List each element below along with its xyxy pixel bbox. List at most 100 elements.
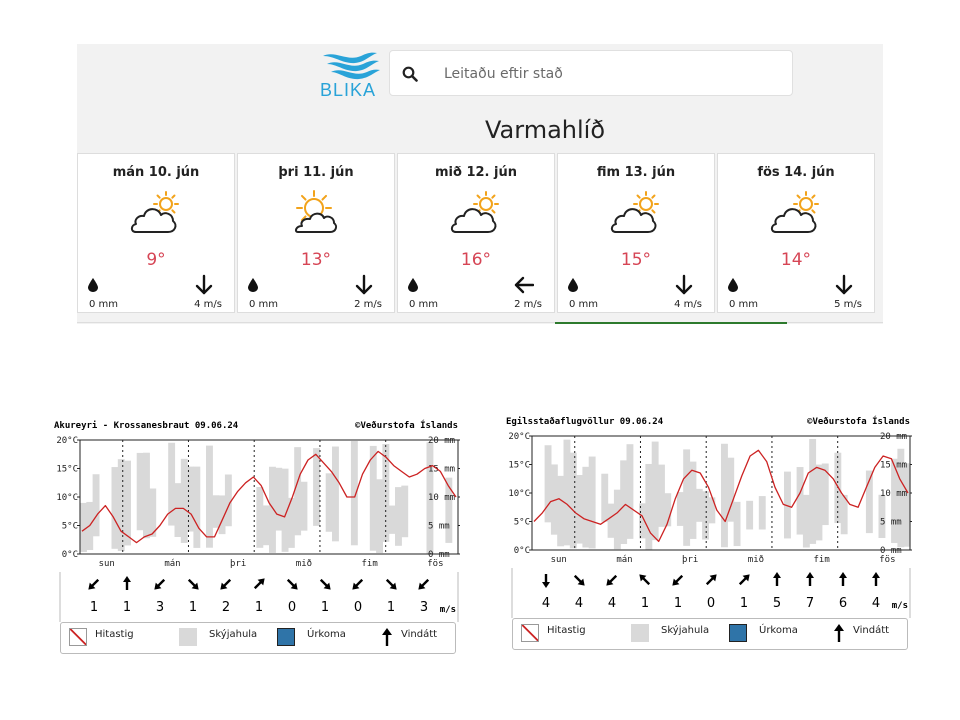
wind-direction-arrow-icon bbox=[88, 578, 100, 590]
wind-speed-label: 2 bbox=[222, 600, 230, 615]
wind-speed-label: 3 bbox=[156, 600, 164, 615]
wind-speed-label: 3 bbox=[420, 600, 428, 615]
wind-direction-arrow-icon bbox=[418, 578, 430, 590]
day-cards: mán 10. jún 9° 0 mm 4 m/s þri 11. jún 13° 0 mm… bbox=[77, 153, 883, 313]
raindrop-icon bbox=[728, 278, 738, 292]
legend-precip-label: Úrkoma bbox=[307, 629, 346, 640]
wind-direction-arrow-icon bbox=[187, 578, 199, 590]
y-tick-label: 0°C bbox=[514, 546, 530, 556]
legend-wind-label: Vindátt bbox=[853, 625, 890, 636]
wind-speed-label: 4 bbox=[872, 596, 880, 611]
y-tick-label: 5°C bbox=[62, 522, 78, 532]
wind-arrow-down-icon bbox=[195, 274, 213, 295]
wind-direction-arrow-icon bbox=[839, 572, 847, 586]
wind-direction-arrow-icon bbox=[123, 576, 131, 590]
day-card[interactable]: fös 14. jún 14° 0 mm 5 m/s bbox=[717, 153, 875, 313]
legend-wind-arrow-icon bbox=[382, 628, 392, 646]
y-tick-label: 0°C bbox=[62, 550, 78, 560]
y2-tick-label: 10 mm bbox=[880, 489, 907, 499]
wind-speed-label: 1 bbox=[123, 600, 131, 615]
y-tick-label: 15°C bbox=[56, 465, 78, 475]
chart-copyright: ©Veðurstofa Íslands bbox=[355, 419, 458, 431]
wind-speed: 4 m/s bbox=[674, 299, 702, 310]
wind-direction-arrow-icon bbox=[352, 578, 364, 590]
wind-speed-label: 4 bbox=[608, 596, 616, 611]
wind-unit: m/s bbox=[440, 605, 456, 615]
precipitation: 0 mm bbox=[89, 299, 119, 310]
temperature: 14° bbox=[780, 250, 812, 270]
y-tick-label: 10°C bbox=[508, 489, 530, 499]
day-tick-label: þri bbox=[682, 555, 698, 565]
raindrop-icon bbox=[568, 278, 578, 292]
temperature: 13° bbox=[300, 250, 332, 270]
day-tick-label: mið bbox=[296, 559, 312, 569]
day-tick-label: mið bbox=[748, 555, 764, 565]
legend-precip-swatch bbox=[729, 624, 747, 642]
wind-speed: 5 m/s bbox=[834, 299, 862, 310]
wind-speed-label: 1 bbox=[740, 596, 748, 611]
wind-speed-label: 1 bbox=[189, 600, 197, 615]
legend-wind-arrow-icon bbox=[834, 624, 844, 642]
legend-cloud-swatch bbox=[179, 628, 197, 646]
search-input[interactable] bbox=[442, 61, 776, 87]
day-label: mið 12. jún bbox=[435, 165, 517, 180]
day-tick-label: fös bbox=[879, 555, 895, 565]
wind-direction-arrow-icon bbox=[773, 572, 781, 586]
wind-direction-arrow-icon bbox=[806, 572, 814, 586]
wind-direction-arrow-icon bbox=[220, 578, 232, 590]
wind-direction-arrow-icon bbox=[872, 572, 880, 586]
day-card[interactable]: þri 11. jún 13° 0 mm 2 m/s bbox=[237, 153, 395, 313]
legend-precip-swatch bbox=[277, 628, 295, 646]
raindrop-icon bbox=[248, 278, 258, 292]
y-tick-label: 20°C bbox=[56, 436, 78, 446]
wind-direction-arrow-icon bbox=[672, 574, 684, 586]
day-tick-label: þri bbox=[230, 559, 246, 569]
legend-temperature-swatch bbox=[69, 628, 87, 646]
chart-title: Egilsstaðaflugvöllur 09.06.24 bbox=[506, 416, 664, 427]
wind-direction-arrow-icon bbox=[253, 578, 265, 590]
legend-cloud-label: Skýjahula bbox=[661, 625, 710, 636]
day-card[interactable]: fim 13. jún 15° 0 mm 4 m/s bbox=[557, 153, 715, 313]
precipitation: 0 mm bbox=[249, 299, 279, 310]
wind-arrow-down-icon bbox=[675, 274, 693, 295]
location-title: Varmahlíð bbox=[484, 116, 606, 144]
legend-wind-label: Vindátt bbox=[401, 629, 438, 640]
legend-cloud-swatch bbox=[631, 624, 649, 642]
partly-cloudy-icon bbox=[450, 191, 499, 233]
wave-logo-icon bbox=[323, 52, 380, 80]
day-tick-label: sun bbox=[99, 559, 115, 569]
precipitation: 0 mm bbox=[729, 299, 759, 310]
y-tick-label: 10°C bbox=[56, 493, 78, 503]
wind-direction-arrow-icon bbox=[573, 574, 585, 586]
blika-logo[interactable]: BLIKA bbox=[313, 50, 383, 102]
day-card[interactable]: mán 10. jún 9° 0 mm 4 m/s bbox=[77, 153, 235, 313]
day-card[interactable]: mið 12. jún 16° 0 mm 2 m/s bbox=[397, 153, 555, 313]
wind-speed-label: 0 bbox=[354, 600, 362, 615]
wind-unit: m/s bbox=[892, 601, 908, 611]
wind-direction-arrow-icon bbox=[639, 574, 651, 586]
search-box[interactable] bbox=[389, 50, 793, 96]
wind-speed-label: 1 bbox=[641, 596, 649, 611]
temperature-line bbox=[81, 450, 457, 544]
y-tick-label: 5°C bbox=[514, 518, 530, 528]
wind-speed-label: 7 bbox=[806, 596, 814, 611]
wind-direction-arrow-icon bbox=[385, 578, 397, 590]
sun-behind-cloud-icon bbox=[294, 190, 338, 233]
wind-speed-label: 6 bbox=[839, 596, 847, 611]
y2-tick-label: 5 mm bbox=[880, 518, 902, 528]
wind-speed-label: 0 bbox=[707, 596, 715, 611]
wind-speed-label: 1 bbox=[255, 600, 263, 615]
wind-speed-label: 1 bbox=[90, 600, 98, 615]
wind-direction-arrow-icon bbox=[154, 578, 166, 590]
y2-tick-label: 20 mm bbox=[428, 436, 455, 446]
wind-speed-label: 4 bbox=[542, 596, 550, 611]
legend-cloud-label: Skýjahula bbox=[209, 629, 258, 640]
day-tick-label: fös bbox=[427, 559, 443, 569]
weather-chart-egilsstadir: Egilsstaðaflugvöllur 09.06.24 ©Veðurstofa… bbox=[502, 412, 912, 652]
wind-direction-arrow-icon bbox=[705, 574, 717, 586]
wind-arrow-left-icon bbox=[514, 276, 534, 294]
divider bbox=[77, 322, 883, 323]
temperature: 9° bbox=[146, 250, 166, 270]
y2-tick-label: 0 mm bbox=[428, 550, 450, 560]
chart-svg: Akureyri - Krossanesbraut 09.06.24 ©Veður… bbox=[54, 419, 460, 622]
